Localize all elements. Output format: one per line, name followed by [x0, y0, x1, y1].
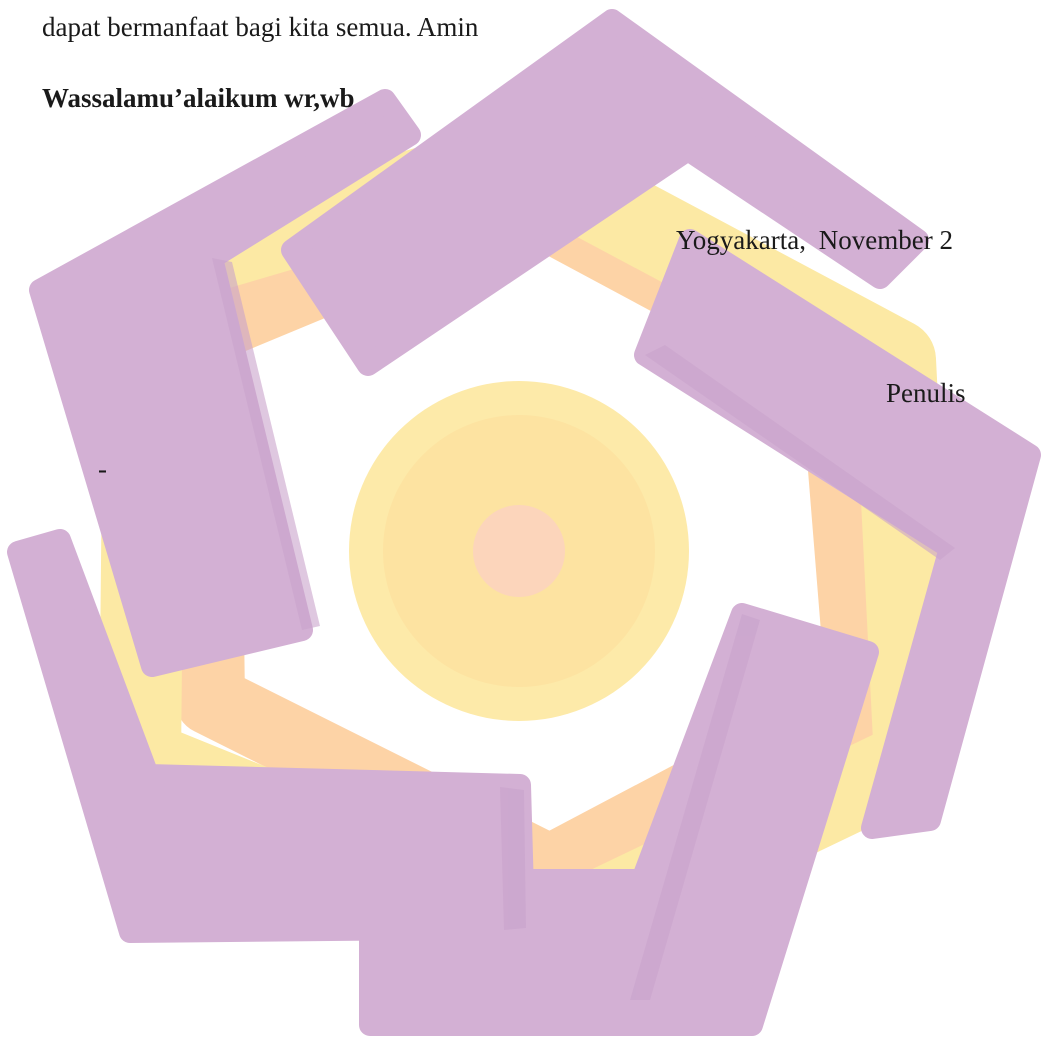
watermark-shadow-left [212, 258, 320, 630]
watermark-shadow-right [645, 345, 955, 560]
date-text: November 2 [818, 225, 953, 255]
watermark-circle-core [473, 505, 565, 597]
watermark-blade-bottom [359, 603, 879, 1036]
watermark-shadow-bottom [630, 614, 760, 1000]
watermark-blade-shadows [212, 258, 955, 1000]
place-date-line: Yogyakarta, November 2 [676, 227, 953, 254]
closing-salam: Wassalamu’alaikum wr,wb [42, 83, 355, 113]
closing-line: dapat bermanfaat bagi kita semua. Amin [42, 12, 479, 42]
watermark-blade-bottom-left [7, 529, 535, 943]
place-text: Yogyakarta, [676, 225, 806, 255]
dash-mark: - [98, 454, 107, 484]
watermark-shadow-bottom-left [500, 787, 526, 930]
writer-label: Penulis [886, 378, 966, 408]
watermark-purple-blades [7, 9, 1041, 1036]
watermark-blade-top [281, 9, 929, 376]
